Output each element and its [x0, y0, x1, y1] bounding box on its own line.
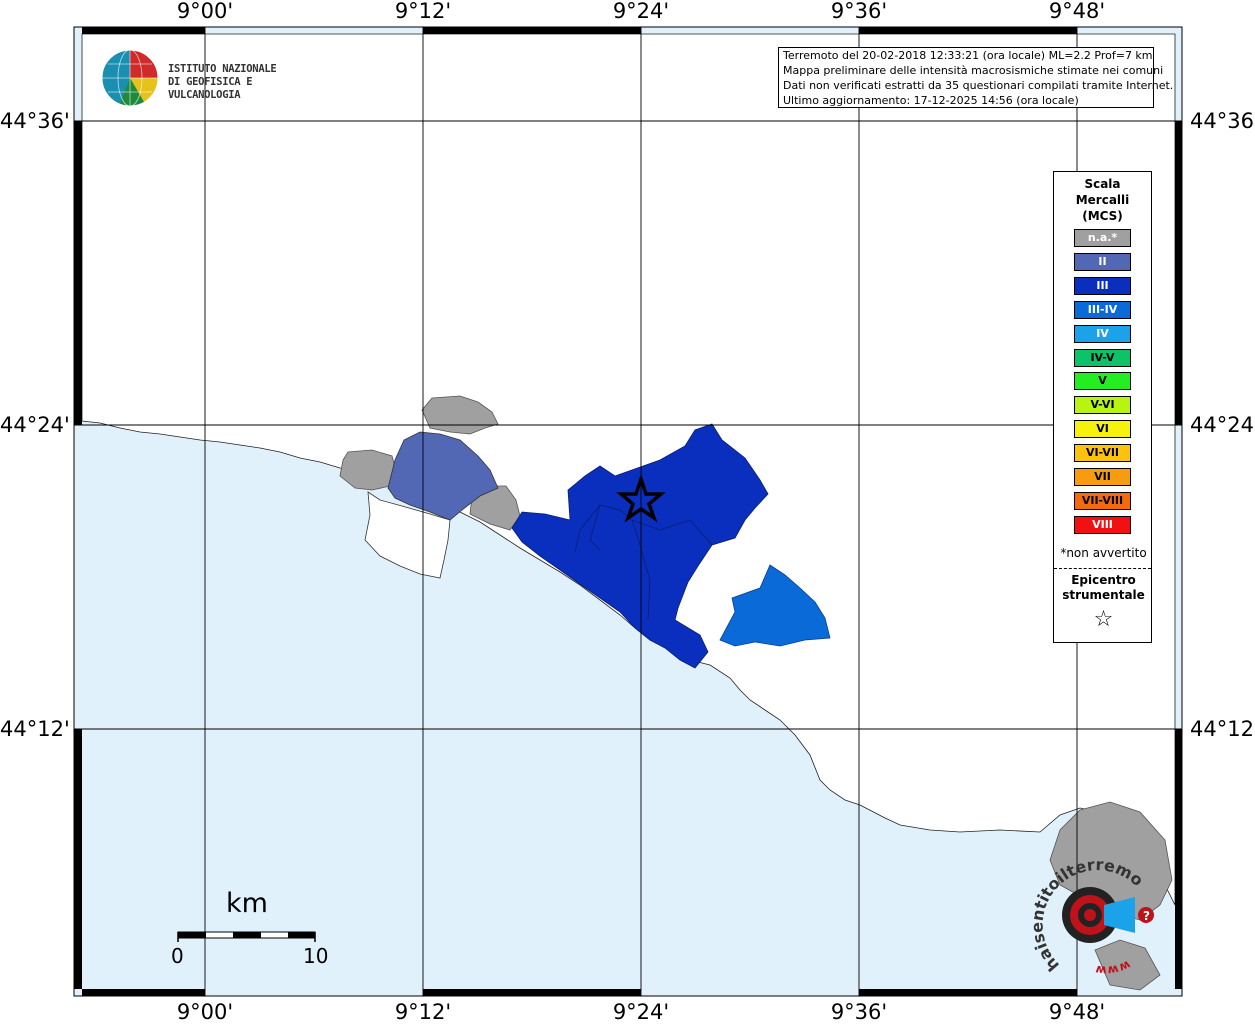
legend-title-2: Mercalli	[1075, 193, 1130, 207]
event-info-line-1: Terremoto del 20-02-2018 12:33:21 (ora l…	[783, 49, 1153, 62]
legend-item-10: VI-VII	[1074, 444, 1131, 463]
event-info-line-3: Dati non verificati estratti da 35 quest…	[783, 79, 1174, 92]
lon-label-top-5: 9°48'	[1048, 0, 1106, 23]
legend-divider	[1054, 568, 1151, 569]
event-info-box: Terremoto del 20-02-2018 12:33:21 (ora l…	[778, 47, 1174, 108]
comune-na-1	[421, 395, 499, 435]
logo-line-2: DI GEOFISICA E VULCANOLOGIA	[168, 76, 253, 101]
lon-label-bottom-3: 9°24'	[612, 1000, 670, 1024]
legend-note: *non avvertito	[1060, 546, 1147, 560]
lon-label-top-3: 9°24'	[612, 0, 670, 23]
legend-item-13: VIII	[1074, 515, 1131, 534]
lon-label-bottom-2: 9°12'	[394, 1000, 452, 1024]
lat-label-right-1: 44°36'	[1190, 109, 1255, 133]
lon-label-top-4: 9°36'	[830, 0, 888, 23]
svg-text:?: ?	[1143, 909, 1150, 923]
legend-item-5: IV	[1074, 324, 1131, 343]
logo-line-1: ISTITUTO NAZIONALE	[168, 63, 277, 75]
scale-bar	[177, 931, 316, 942]
lon-label-bottom-1: 9°00'	[176, 1000, 234, 1024]
mcs-legend: Scala Mercalli (MCS) n.a.* II III III-IV IV I…	[1053, 171, 1152, 643]
legend-item-8: V-VI	[1074, 396, 1131, 415]
lon-label-bottom-4: 9°36'	[830, 1000, 888, 1024]
legend-item-3: III	[1074, 276, 1131, 295]
scale-min: 0	[171, 944, 184, 968]
ingv-logo: ISTITUTO NAZIONALE DI GEOFISICA E VULCAN…	[100, 48, 320, 110]
comune-intensity-ii	[387, 431, 499, 521]
legend-item-9: VI	[1074, 420, 1131, 439]
lat-label-right-2: 44°24'	[1190, 413, 1255, 437]
comune-boundaries	[574, 504, 713, 621]
scale-unit: km	[226, 888, 268, 919]
comune-na-5	[1094, 939, 1161, 991]
comune-white	[364, 491, 451, 579]
legend-item-1: n.a.*	[1074, 229, 1131, 247]
lat-label-left-3: 44°12'	[0, 717, 70, 741]
legend-item-7: V	[1074, 372, 1131, 391]
legend-item-12: VII-VIII	[1074, 491, 1131, 510]
haisentito-logo[interactable]: ?	[1062, 887, 1154, 943]
event-info-line-2: Mappa preliminare delle intensità macros…	[783, 64, 1164, 77]
globe-icon	[101, 49, 159, 107]
legend-epicenter-1: Epicentro	[1071, 573, 1136, 587]
lon-label-top-1: 9°00'	[176, 0, 234, 23]
event-info-line-4: Ultimo aggiornamento: 17-12-2025 14:56 (…	[783, 94, 1079, 107]
lon-label-top-2: 9°12'	[394, 0, 452, 23]
lat-label-left-1: 44°36'	[0, 109, 70, 133]
legend-item-6: IV-V	[1074, 348, 1131, 367]
legend-item-2: II	[1074, 252, 1131, 271]
map-border	[73, 26, 1183, 997]
lat-label-left-2: 44°24'	[0, 413, 70, 437]
lon-label-bottom-5: 9°48'	[1048, 1000, 1106, 1024]
legend-item-11: VII	[1074, 468, 1131, 486]
legend-title-3: (MCS)	[1082, 209, 1123, 223]
lat-label-right-3: 44°12'	[1190, 717, 1255, 741]
comune-intensity-iii-iv	[719, 564, 831, 647]
scale-max: 10	[303, 944, 329, 968]
legend-star-icon: ☆	[1093, 607, 1114, 632]
epicenter-star-icon[interactable]	[616, 473, 666, 523]
legend-item-4: III-IV	[1074, 300, 1131, 319]
legend-epicenter-2: strumentale	[1062, 588, 1145, 602]
legend-title-1: Scala	[1084, 177, 1121, 191]
